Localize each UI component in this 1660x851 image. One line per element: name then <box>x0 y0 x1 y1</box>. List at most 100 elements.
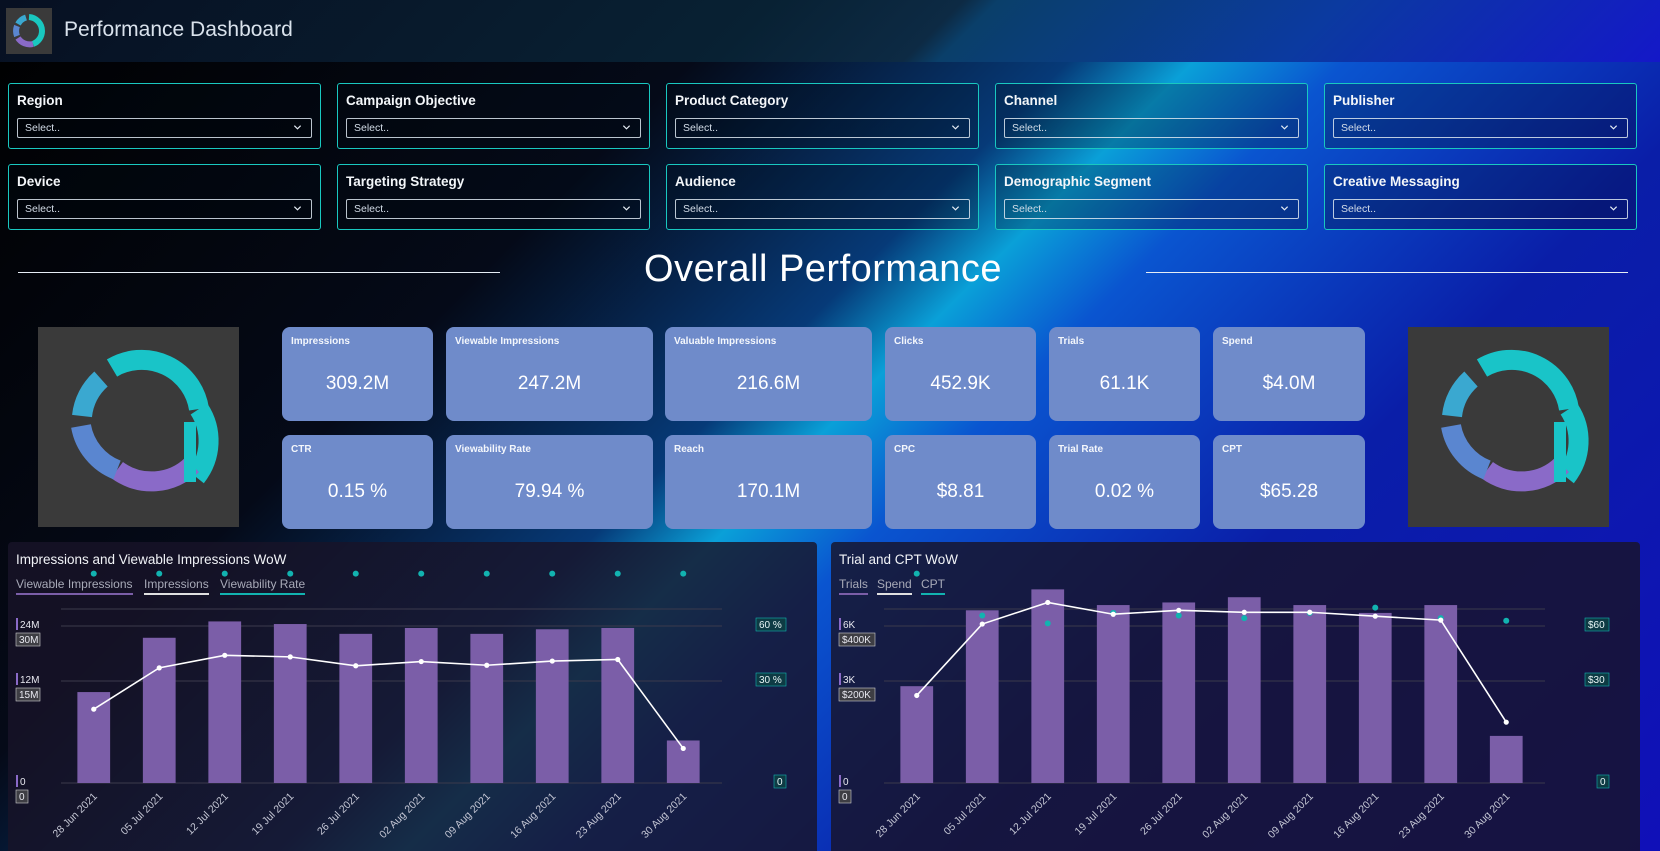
axis-tick-label: 0 <box>16 775 26 788</box>
axis-tick-label: 3K <box>839 673 856 686</box>
scatter-point <box>1044 620 1051 627</box>
tick-label: 0 <box>19 792 25 803</box>
x-tick-label: 19 Jul 2021 <box>1072 791 1119 838</box>
axis-tick-label: 0 <box>839 775 849 788</box>
axis-tick-label: 30 % <box>755 672 787 687</box>
filter-select[interactable]: Select.. <box>17 199 312 219</box>
kpi-value: 79.94 % <box>514 481 585 502</box>
chevron-down-icon <box>1609 206 1618 211</box>
scatter-point <box>614 570 621 577</box>
legend-viewability-rate[interactable]: Viewability Rate <box>220 577 306 595</box>
filter-label: Channel <box>1004 93 1058 108</box>
section-title: Overall Performance <box>644 248 1002 290</box>
scatter-point <box>483 570 490 577</box>
tick-box <box>838 789 852 804</box>
tick-box <box>1596 774 1610 789</box>
bar <box>1031 589 1065 783</box>
scatter-point <box>1175 612 1182 619</box>
legend-trials[interactable]: Trials <box>839 577 868 595</box>
filter-panel: Product Category Select.. <box>666 83 979 149</box>
filter-label: Product Category <box>675 93 789 108</box>
line-point <box>549 658 555 664</box>
x-tick-label: 23 Aug 2021 <box>574 791 624 841</box>
filter-select[interactable]: Select.. <box>675 118 970 138</box>
filter-panel: Creative Messaging Select.. <box>1324 164 1637 230</box>
tick-marker <box>839 618 841 630</box>
kpi-value: 216.6M <box>736 373 801 394</box>
kpi-label: CTR <box>291 444 312 455</box>
kpi-value: 0.02 % <box>1094 481 1155 502</box>
x-tick-label: 30 Aug 2021 <box>1462 791 1512 841</box>
line-point <box>979 621 985 627</box>
kpi-label: Trial Rate <box>1058 444 1104 455</box>
select-placeholder: Select.. <box>1341 122 1377 134</box>
axis-tick-label: 0 <box>15 789 29 804</box>
tick-label: 30 % <box>759 675 782 686</box>
axis-tick-label: 12M <box>16 673 39 686</box>
scatter-point <box>549 570 556 577</box>
tick-label: 30M <box>19 635 38 646</box>
x-tick-label: 09 Aug 2021 <box>1266 791 1316 841</box>
select-placeholder: Select.. <box>1012 203 1048 215</box>
kpi-value: 170.1M <box>736 481 801 502</box>
kpi-card: Trial Rate 0.02 % <box>1049 435 1200 529</box>
kpi-card: Impressions 309.2M <box>282 327 433 421</box>
bar <box>1293 605 1327 783</box>
axis-tick-label: 0 <box>838 789 852 804</box>
app-logo[interactable] <box>6 8 52 54</box>
select-placeholder: Select.. <box>25 122 61 134</box>
bar <box>1096 605 1130 783</box>
tick-label: $60 <box>1588 620 1605 631</box>
filter-select[interactable]: Select.. <box>1004 199 1299 219</box>
select-placeholder: Select.. <box>354 203 390 215</box>
top-bar: Performance Dashboard <box>0 0 1660 62</box>
x-tick-label: 02 Aug 2021 <box>377 791 427 841</box>
donut-gauge-icon <box>71 349 219 492</box>
line-point <box>1438 617 1444 623</box>
scatter-point <box>979 612 986 619</box>
bar <box>1358 612 1392 783</box>
tick-label: 0 <box>842 792 848 803</box>
legend-impressions[interactable]: Impressions <box>144 577 209 595</box>
filter-select[interactable]: Select.. <box>1333 118 1628 138</box>
app-title: Performance Dashboard <box>64 18 293 41</box>
tick-label: 12M <box>20 675 39 686</box>
x-tick-label: 12 Jul 2021 <box>1007 791 1054 838</box>
line-point <box>156 665 162 671</box>
x-tick-label: 26 Jul 2021 <box>1138 791 1185 838</box>
legend-viewable-impressions[interactable]: Viewable Impressions <box>16 577 133 595</box>
filter-select[interactable]: Select.. <box>346 199 641 219</box>
impressions-chart: 24M 12M 0 30M 15M 0 60 % 30 % 0 28 Jun 2021 05 Jul… <box>15 570 787 841</box>
select-placeholder: Select.. <box>1341 203 1377 215</box>
axis-tick-label: 24M <box>16 618 39 631</box>
filter-panel: Demographic Segment Select.. <box>995 164 1308 230</box>
filter-select[interactable]: Select.. <box>1333 199 1628 219</box>
kpi-card: Reach 170.1M <box>665 435 872 529</box>
tick-marker <box>839 775 841 787</box>
axis-tick-label: 0 <box>1596 774 1610 789</box>
line-point <box>1241 609 1247 615</box>
bar <box>339 633 373 783</box>
gauge-left <box>38 327 239 527</box>
line-point <box>1307 609 1313 615</box>
filter-select[interactable]: Select.. <box>346 118 641 138</box>
kpi-label: Trials <box>1058 336 1085 347</box>
x-tick-label: 05 Jul 2021 <box>118 791 165 838</box>
x-tick-label: 05 Jul 2021 <box>941 791 988 838</box>
filter-select[interactable]: Select.. <box>1004 118 1299 138</box>
filter-label: Publisher <box>1333 93 1395 108</box>
tick-marker <box>839 673 841 685</box>
line-point <box>615 656 621 663</box>
filter-label: Demographic Segment <box>1004 174 1152 189</box>
filter-select[interactable]: Select.. <box>675 199 970 219</box>
impressions-chart-panel: Impressions and Viewable Impressions WoW… <box>8 542 817 851</box>
filter-select[interactable]: Select.. <box>17 118 312 138</box>
trial-cpt-chart-panel: Trial and CPT WoW Trials Spend CPT 6K 3K 0… <box>831 542 1640 851</box>
line-point <box>222 652 228 658</box>
line-point <box>353 663 359 669</box>
legend-cpt[interactable]: CPT <box>921 577 945 595</box>
legend-spend[interactable]: Spend <box>877 577 912 595</box>
x-tick-label: 02 Aug 2021 <box>1200 791 1250 841</box>
tick-label: 6K <box>843 620 856 631</box>
series-line <box>93 654 684 749</box>
